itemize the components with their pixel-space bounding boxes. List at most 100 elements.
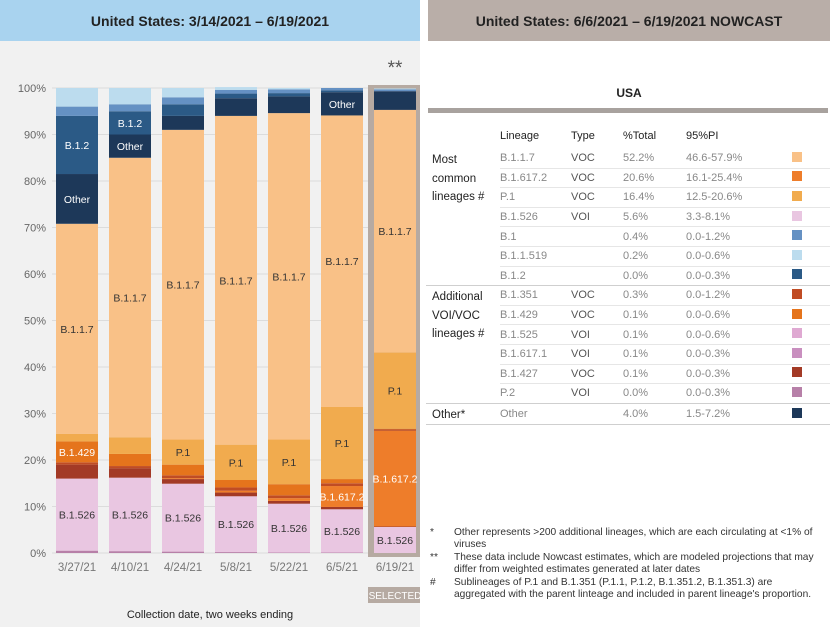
table-row[interactable]: B.1 0.4% 0.0-1.2% xyxy=(426,226,830,247)
bar-segment[interactable] xyxy=(374,526,416,553)
bar-segment[interactable] xyxy=(215,87,257,90)
bar-segment[interactable] xyxy=(268,439,310,485)
segment-label: B.1.1.7 xyxy=(60,324,93,336)
table-row[interactable]: B.1.617.2 VOC 20.6% 16.1-25.4% xyxy=(426,168,830,189)
bar-segment[interactable] xyxy=(109,437,151,454)
bar-segment[interactable] xyxy=(109,111,151,135)
bar-segment[interactable] xyxy=(109,157,151,438)
table-row[interactable]: P.2 VOI 0.0% 0.0-0.3% xyxy=(426,383,830,404)
bar-segment[interactable] xyxy=(321,483,363,487)
bar-segment[interactable] xyxy=(215,496,257,553)
bar-segment[interactable] xyxy=(215,490,257,493)
bar-segment[interactable] xyxy=(56,550,98,553)
bar-segment[interactable] xyxy=(215,89,257,94)
bar-segment[interactable] xyxy=(162,88,204,98)
x-tick-label: 3/27/21 xyxy=(58,562,96,574)
selected-badge[interactable] xyxy=(368,587,420,603)
table-row[interactable]: Additional VOI/VOC lineages # B.1.351 VOC 0… xyxy=(426,285,830,404)
bar-segment[interactable] xyxy=(215,479,257,488)
bar-segment[interactable] xyxy=(162,464,204,476)
table-row[interactable]: B.1.525 VOI 0.1% 0.0-0.6% xyxy=(426,324,830,345)
bar-segment[interactable] xyxy=(109,453,151,467)
bar-segment[interactable] xyxy=(215,93,257,99)
bar-segment[interactable] xyxy=(268,113,310,440)
bar-segment[interactable] xyxy=(109,477,151,552)
segment-label: B.1.526 xyxy=(165,513,201,525)
bar-segment[interactable] xyxy=(109,551,151,553)
table-row[interactable]: Most common lineages # B.1.1.7 VOC 52.2% 46.… xyxy=(426,149,830,287)
bar-segment[interactable] xyxy=(268,96,310,114)
bar-segment[interactable] xyxy=(56,223,98,434)
bar-segment[interactable] xyxy=(56,464,98,479)
bar-segment[interactable] xyxy=(374,352,416,429)
segment-label: B.1.429 xyxy=(59,447,95,459)
bar-segment[interactable] xyxy=(162,97,204,105)
table-row[interactable]: B.1.526 VOI 5.6% 3.3-8.1% xyxy=(426,207,830,228)
bar-segment[interactable] xyxy=(162,483,204,552)
color-swatch xyxy=(792,249,802,260)
bar-segment[interactable] xyxy=(321,486,363,507)
table-row[interactable]: B.1.429 VOC 0.1% 0.0-0.6% xyxy=(426,305,830,326)
bar-segment[interactable] xyxy=(162,115,204,130)
bar-segment[interactable] xyxy=(56,88,98,107)
bar-segment[interactable] xyxy=(109,104,151,112)
bar-segment[interactable] xyxy=(268,498,310,501)
bar-segment[interactable] xyxy=(56,441,98,463)
x-tick-label: 4/10/21 xyxy=(111,562,149,574)
bar-segment[interactable] xyxy=(56,478,98,551)
table-row[interactable]: P.1 VOC 16.4% 12.5-20.6% xyxy=(426,187,830,208)
bar-segment[interactable] xyxy=(56,462,98,465)
bar-segment[interactable] xyxy=(162,479,204,484)
bar-segment[interactable] xyxy=(321,115,363,407)
bar-segment[interactable] xyxy=(321,88,363,91)
bar-segment[interactable] xyxy=(109,88,151,105)
bar-segment[interactable] xyxy=(162,129,204,440)
bar-segment[interactable] xyxy=(162,439,204,465)
table-row[interactable]: B.1.2 0.0% 0.0-0.3% xyxy=(426,266,830,287)
bar-segment[interactable] xyxy=(321,479,363,484)
bar-segment[interactable] xyxy=(215,115,257,445)
bar-segment[interactable] xyxy=(56,115,98,175)
bar-segment[interactable] xyxy=(215,552,257,553)
bar-segment[interactable] xyxy=(374,429,416,431)
bar-segment[interactable] xyxy=(215,98,257,116)
bar-segment[interactable] xyxy=(374,89,416,92)
bar-segment[interactable] xyxy=(109,134,151,158)
bar-segment[interactable] xyxy=(268,495,310,499)
bar-segment[interactable] xyxy=(56,433,98,442)
bar-segment[interactable] xyxy=(109,466,151,469)
bar-segment[interactable] xyxy=(374,91,416,110)
color-swatch xyxy=(792,269,802,280)
bar-segment[interactable] xyxy=(321,90,363,93)
table-row[interactable]: B.1.1.519 0.2% 0.0-0.6% xyxy=(426,246,830,267)
bar-segment[interactable] xyxy=(162,104,204,116)
footnotes: * Other represents >200 additional lineag… xyxy=(430,527,826,601)
bar-segment[interactable] xyxy=(268,484,310,496)
bar-segment[interactable] xyxy=(268,503,310,553)
bar-segment[interactable] xyxy=(268,89,310,94)
bar-segment[interactable] xyxy=(374,430,416,527)
bar-segment[interactable] xyxy=(215,487,257,491)
bar-segment[interactable] xyxy=(321,406,363,480)
bar-segment[interactable] xyxy=(162,551,204,553)
color-swatch xyxy=(792,171,802,182)
bar-segment[interactable] xyxy=(321,509,363,553)
table-row[interactable]: Other* Other 4.0% 1.5-7.2% xyxy=(426,403,830,426)
bar-segment[interactable] xyxy=(162,478,204,480)
bar-segment[interactable] xyxy=(374,109,416,353)
bar-segment[interactable] xyxy=(56,174,98,224)
bar-segment[interactable] xyxy=(56,106,98,116)
bar-segment[interactable] xyxy=(215,492,257,497)
bar-segment[interactable] xyxy=(374,88,416,90)
bar-segment[interactable] xyxy=(268,500,310,504)
bar-segment[interactable] xyxy=(215,444,257,480)
table-row[interactable]: B.1.617.1 VOI 0.1% 0.0-0.3% xyxy=(426,344,830,365)
total-cell: 0.3% xyxy=(623,285,686,306)
bar-segment[interactable] xyxy=(321,92,363,116)
bar-segment[interactable] xyxy=(268,88,310,90)
table-row[interactable]: B.1.427 VOC 0.1% 0.0-0.3% xyxy=(426,364,830,385)
bar-segment[interactable] xyxy=(109,468,151,478)
bar-segment[interactable] xyxy=(162,475,204,479)
bar-segment[interactable] xyxy=(321,506,363,510)
bar-segment[interactable] xyxy=(268,93,310,97)
